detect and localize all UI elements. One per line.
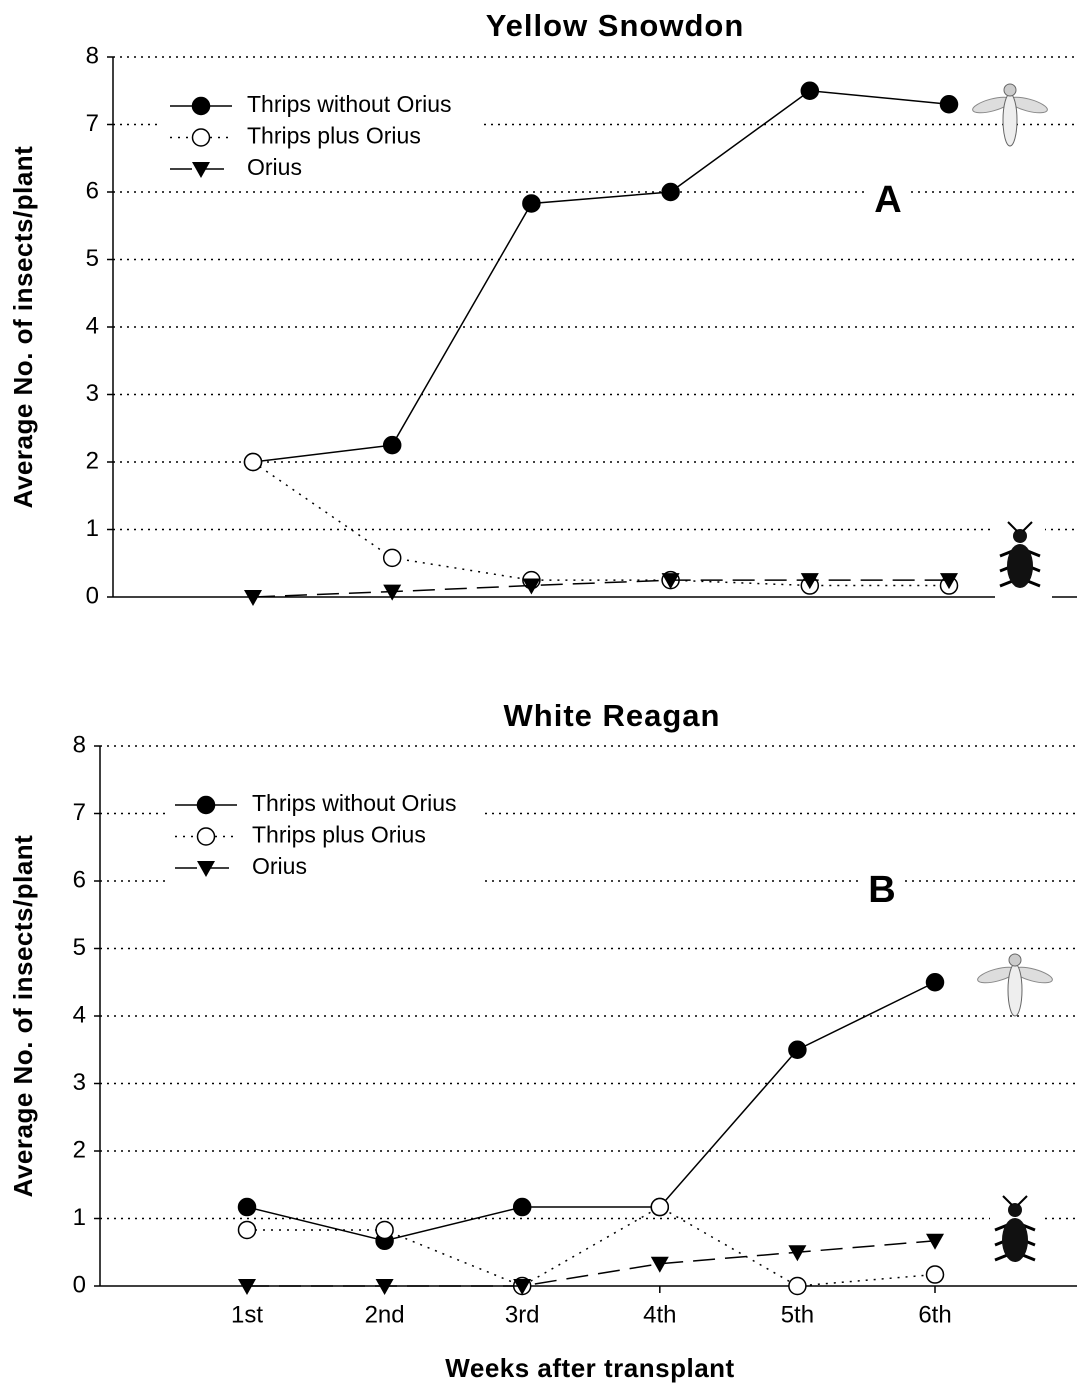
figure: Yellow Snowdon Average No. of insects/pla… — [0, 0, 1077, 1387]
marker — [193, 129, 210, 146]
marker — [927, 1266, 944, 1283]
y-tick-label: 6 — [73, 866, 86, 893]
y-tick-label: 0 — [73, 1271, 86, 1298]
icon-body — [1007, 544, 1033, 588]
page: Yellow Snowdon Average No. of insects/pla… — [0, 0, 1077, 1387]
marker — [193, 98, 210, 115]
marker — [383, 585, 401, 601]
marker — [801, 82, 818, 99]
y-tick-label: 2 — [86, 447, 99, 474]
series-line — [247, 982, 935, 1241]
marker — [239, 1199, 256, 1216]
marker — [239, 1221, 256, 1238]
x-tick-label: 4th — [643, 1301, 676, 1328]
marker — [244, 590, 262, 606]
annotation: B — [868, 869, 895, 911]
y-tick-label: 1 — [73, 1204, 86, 1231]
icon-head — [1004, 84, 1016, 96]
marker — [789, 1278, 806, 1295]
x-tick-label: 3rd — [505, 1301, 540, 1328]
legend-label: Thrips without Orius — [252, 790, 457, 816]
chart-title: White Reagan — [504, 698, 721, 733]
marker — [376, 1279, 394, 1295]
orius-icon — [995, 520, 1045, 596]
marker — [789, 1041, 806, 1058]
icon-head — [1009, 954, 1021, 966]
marker — [384, 549, 401, 566]
series-line — [253, 580, 949, 597]
marker — [198, 828, 215, 845]
y-tick-label: 2 — [73, 1136, 86, 1163]
marker — [238, 1279, 256, 1295]
icon-body — [1008, 964, 1022, 1016]
legend-label: Orius — [247, 154, 302, 180]
marker — [245, 454, 262, 471]
icon-body — [1003, 94, 1017, 146]
marker — [927, 974, 944, 991]
legend-label: Thrips plus Orius — [252, 822, 426, 848]
x-tick-label: 6th — [918, 1301, 951, 1328]
marker — [662, 184, 679, 201]
icon-body — [1002, 1218, 1028, 1262]
y-tick-label: 7 — [73, 799, 86, 826]
legend-label: Thrips plus Orius — [247, 123, 421, 149]
icon-head — [1013, 529, 1027, 543]
x-axis-label: Weeks after transplant — [445, 1353, 734, 1383]
y-tick-label: 0 — [86, 582, 99, 609]
y-tick-label: 7 — [86, 110, 99, 137]
y-tick-label: 4 — [86, 312, 99, 339]
y-axis-label: Average No. of insects/plant — [8, 146, 38, 509]
y-tick-label: 8 — [86, 42, 99, 69]
x-tick-label: 2nd — [365, 1301, 405, 1328]
marker — [514, 1199, 531, 1216]
x-tick-label: 5th — [781, 1301, 814, 1328]
y-tick-label: 3 — [86, 380, 99, 407]
y-tick-label: 8 — [73, 731, 86, 758]
y-tick-label: 5 — [73, 934, 86, 961]
y-tick-label: 6 — [86, 177, 99, 204]
marker — [523, 195, 540, 212]
marker — [941, 96, 958, 113]
marker — [651, 1257, 669, 1273]
legend-label: Thrips without Orius — [247, 91, 452, 117]
marker — [384, 437, 401, 454]
y-tick-label: 3 — [73, 1069, 86, 1096]
orius-icon — [990, 1194, 1040, 1270]
thrips-icon — [976, 954, 1054, 1016]
y-tick-label: 4 — [73, 1001, 86, 1028]
series-line — [253, 462, 949, 586]
x-tick-label: 1st — [231, 1301, 263, 1328]
marker — [198, 797, 215, 814]
annotation: A — [874, 179, 901, 221]
thrips-icon — [971, 84, 1049, 146]
chart-title: Yellow Snowdon — [486, 8, 745, 43]
icon-head — [1008, 1203, 1022, 1217]
y-tick-label: 1 — [86, 515, 99, 542]
y-axis-label: Average No. of insects/plant — [8, 835, 38, 1198]
marker — [651, 1199, 668, 1216]
series-line — [247, 1241, 935, 1286]
legend-label: Orius — [252, 853, 307, 879]
marker — [376, 1221, 393, 1238]
y-tick-label: 5 — [86, 245, 99, 272]
